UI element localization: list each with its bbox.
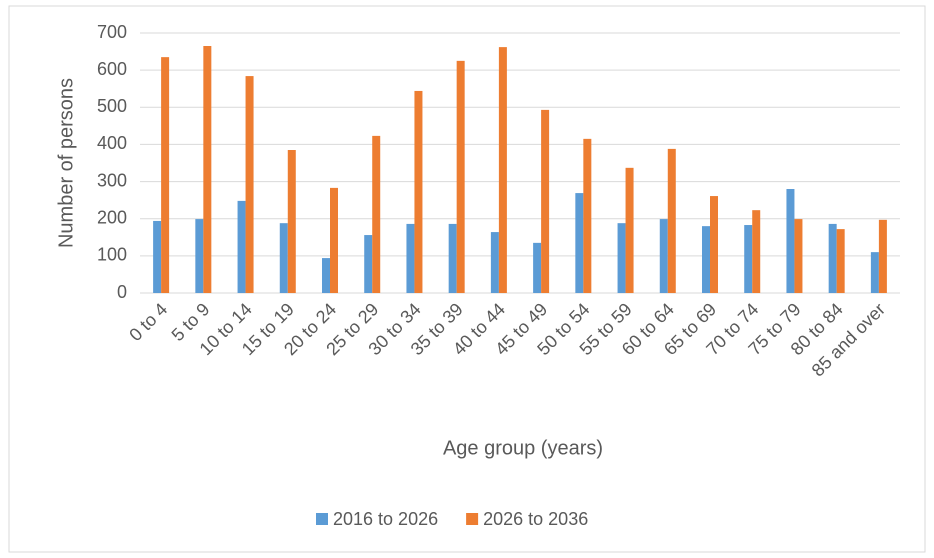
bar <box>456 60 465 293</box>
bar <box>195 219 204 293</box>
bar <box>364 235 373 293</box>
bar <box>659 219 668 293</box>
bar <box>372 135 381 293</box>
y-tick-label: 0 <box>117 282 127 302</box>
bar <box>414 90 423 293</box>
bar <box>153 220 162 293</box>
legend-swatch <box>316 513 328 525</box>
bar <box>744 225 753 293</box>
bar <box>794 219 803 293</box>
bar <box>161 57 170 294</box>
bar <box>448 223 457 293</box>
y-tick-label: 100 <box>97 245 127 265</box>
bar <box>498 47 507 293</box>
y-tick-label: 500 <box>97 96 127 116</box>
y-tick-label: 600 <box>97 59 127 79</box>
y-tick-label: 400 <box>97 133 127 153</box>
y-axis-title: Number of persons <box>55 78 77 248</box>
legend-label: 2016 to 2026 <box>333 509 438 529</box>
bar <box>710 196 718 293</box>
bar <box>490 232 499 293</box>
bar <box>786 189 795 293</box>
y-tick-label: 300 <box>97 170 127 190</box>
y-tick-label: 200 <box>97 207 127 227</box>
bar <box>617 223 626 293</box>
legend-label: 2026 to 2036 <box>483 509 588 529</box>
bar <box>583 138 592 293</box>
bar <box>878 219 887 293</box>
y-tick-label: 700 <box>97 22 127 42</box>
bar <box>245 76 254 293</box>
bar <box>203 46 212 293</box>
bar <box>287 150 296 293</box>
bar <box>533 242 542 293</box>
bar <box>752 210 761 293</box>
bar <box>330 187 338 293</box>
bar <box>406 223 415 293</box>
bar <box>322 258 330 293</box>
bar <box>828 223 837 293</box>
bar <box>541 109 550 293</box>
bar <box>870 252 879 293</box>
bar <box>625 167 634 293</box>
bar <box>237 200 246 293</box>
bar <box>279 223 288 293</box>
bar <box>667 148 676 293</box>
legend-swatch <box>466 513 479 525</box>
bar <box>575 193 584 293</box>
x-axis-title: Age group (years) <box>443 437 603 459</box>
bar <box>702 226 710 293</box>
bar <box>836 229 845 293</box>
